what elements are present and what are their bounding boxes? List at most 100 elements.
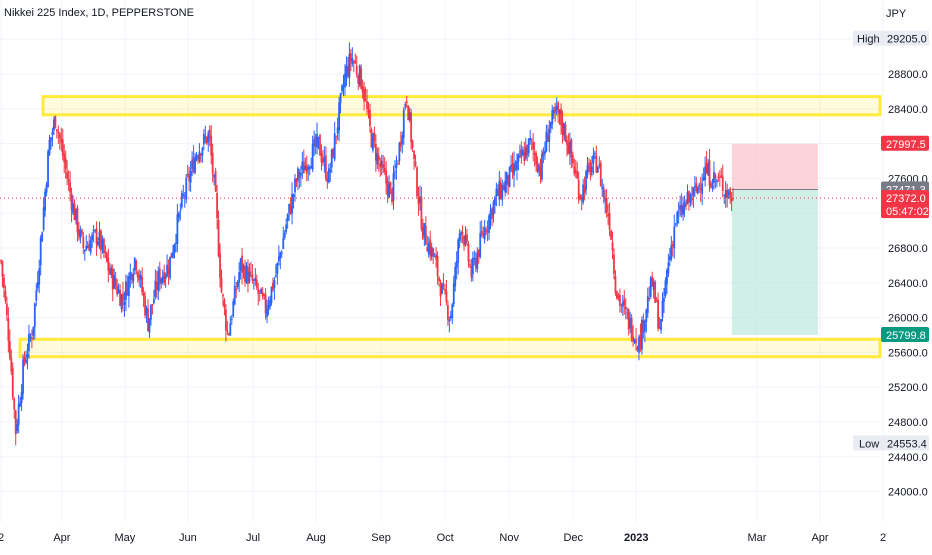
price-tag-bg — [881, 190, 929, 219]
candle-body — [652, 281, 655, 291]
candle-body — [100, 230, 102, 251]
candle-body — [235, 288, 238, 291]
candle-body — [602, 187, 605, 199]
candle-body — [486, 229, 489, 231]
candle-body — [194, 157, 196, 173]
candle-body — [150, 304, 152, 320]
candle-body — [154, 280, 157, 297]
candle-body — [322, 159, 324, 163]
candle-body — [91, 234, 94, 241]
candle-body — [442, 284, 445, 286]
chart-title: Nikkei 225 Index, 1D, PEPPERSTONE — [4, 7, 194, 19]
candle-body — [242, 265, 245, 270]
candle-body — [245, 265, 248, 282]
x-tick-label: Mar — [748, 532, 767, 544]
candle-body — [250, 271, 252, 273]
candle-body — [702, 177, 705, 181]
candle-body — [723, 194, 726, 196]
candle-body — [601, 186, 604, 190]
candle-body — [463, 236, 465, 246]
candle-body — [608, 212, 611, 230]
candle-body — [695, 183, 698, 192]
grid — [0, 0, 884, 522]
candle-body — [48, 139, 51, 155]
candle-body — [499, 183, 502, 198]
price-axis[interactable]: 29200.028800.028400.028000.027600.027200… — [888, 34, 928, 498]
candle-body — [605, 197, 608, 213]
candle-body — [39, 237, 42, 266]
candle-body — [397, 163, 399, 165]
candle-body — [288, 203, 291, 214]
time-axis[interactable]: 2 Apr May Jun Jul Aug Sep Oct Nov Dec 2023 Mar Apr 2 — [0, 532, 886, 544]
candle-body — [620, 305, 623, 307]
candle-body — [566, 140, 568, 146]
candle-body — [333, 133, 336, 160]
candle-body — [280, 252, 283, 254]
candle-body — [457, 239, 460, 263]
candle-body — [646, 296, 649, 314]
candle-body — [276, 263, 279, 274]
candle-body — [163, 272, 166, 283]
candle-body — [158, 268, 161, 285]
resistance-zone[interactable] — [41, 95, 882, 117]
candle-body — [599, 162, 602, 187]
candle-body — [342, 85, 345, 88]
candle-body — [105, 252, 108, 262]
high-value-bg — [883, 30, 929, 46]
candle-body — [211, 152, 214, 174]
candle-body — [410, 112, 413, 143]
candle-body — [45, 184, 48, 193]
support-resistance-zones[interactable] — [18, 95, 882, 359]
candle-body — [539, 168, 542, 176]
candle-body — [639, 335, 642, 349]
candle-body — [554, 106, 557, 113]
candle-body — [330, 149, 333, 168]
candle-body — [469, 264, 471, 266]
candle-body — [519, 151, 521, 153]
candle-body — [683, 202, 686, 208]
candle-body — [642, 320, 645, 333]
candle-body — [377, 155, 380, 161]
candle-body — [251, 274, 254, 281]
candle-body — [604, 198, 607, 202]
candle-body — [430, 246, 433, 257]
candle-body — [364, 98, 367, 100]
candle-body — [254, 277, 257, 281]
candle-body — [589, 162, 592, 176]
candle-body — [701, 183, 704, 194]
candle-body — [414, 161, 417, 166]
take-profit-zone[interactable] — [731, 189, 818, 335]
candle-body — [98, 231, 101, 241]
candle-body — [705, 162, 708, 174]
candle-body — [214, 170, 217, 192]
candle-body — [73, 203, 76, 220]
stop-loss-zone[interactable] — [731, 143, 818, 190]
candle-body — [117, 289, 120, 293]
candle-body — [588, 162, 590, 164]
candle-body — [474, 258, 477, 268]
candle-body — [144, 296, 146, 316]
candle-body — [188, 173, 191, 182]
candle-body — [692, 187, 695, 197]
candle-body — [338, 102, 340, 131]
short-position-tool[interactable] — [731, 143, 818, 335]
candle-body — [433, 256, 436, 258]
candle-body — [417, 198, 420, 205]
candle-body — [13, 398, 16, 410]
support-zone[interactable] — [18, 337, 882, 359]
candle-body — [97, 241, 99, 246]
candle-body — [297, 168, 299, 182]
candle-body — [79, 230, 82, 239]
candle-body — [401, 135, 404, 144]
candle-body — [30, 337, 33, 340]
candle-body — [673, 226, 676, 249]
candle-body — [446, 305, 449, 320]
candle-body — [548, 128, 551, 142]
candle-body — [536, 163, 539, 173]
candle-body — [399, 142, 402, 147]
candle-body — [145, 307, 148, 315]
candle-body — [636, 347, 639, 350]
candle-body — [645, 309, 648, 322]
